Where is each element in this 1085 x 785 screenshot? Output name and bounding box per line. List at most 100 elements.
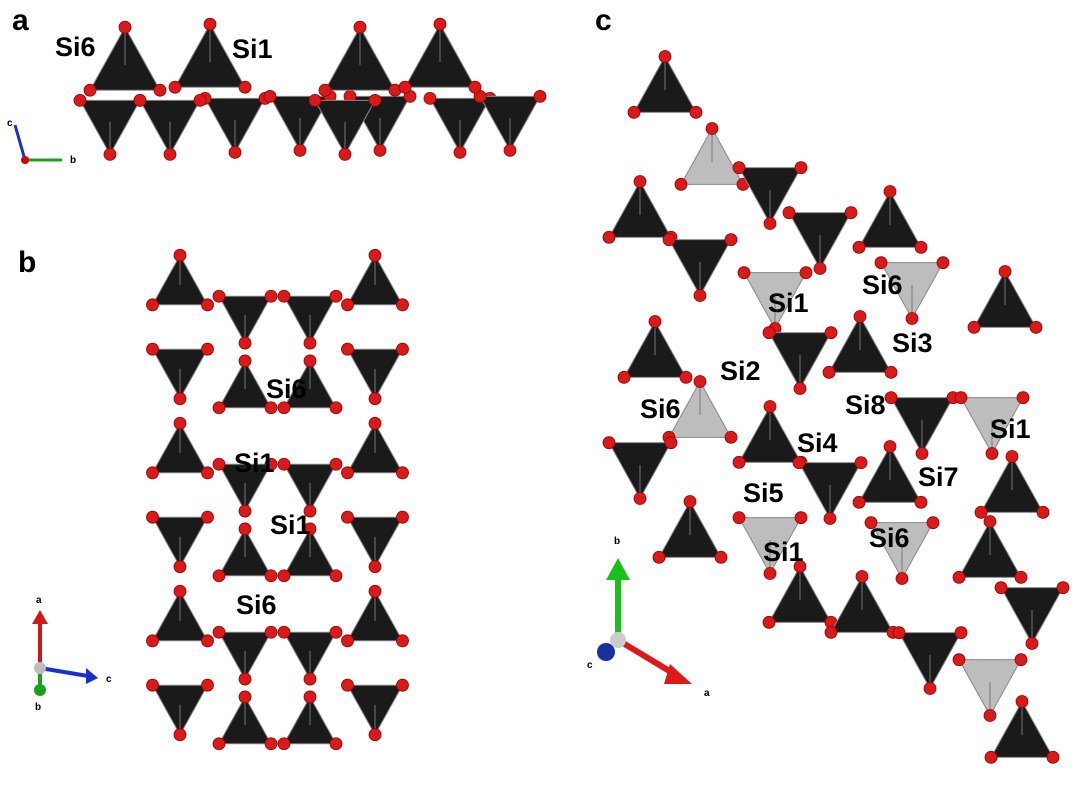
oxygen-atom [680,371,692,383]
site-label: Si6 [862,270,903,300]
axis-label: a [704,688,710,699]
oxygen-atom [174,729,186,741]
oxygen-atom [147,467,159,479]
oxygen-atom [278,738,290,750]
oxygen-atom [147,679,159,691]
oxygen-atom [725,234,737,246]
site-label: Si7 [918,462,959,492]
oxygen-atom [119,21,131,33]
oxygen-atom [1006,451,1018,463]
site-label: Si6 [869,523,910,553]
oxygen-atom [795,162,807,174]
oxygen-atom [706,123,718,135]
axis-label: b [35,702,41,713]
oxygen-atom [628,106,640,118]
oxygen-atom [825,327,837,339]
oxygen-atom [733,162,745,174]
oxygen-atom [763,616,775,628]
oxygen-atom [265,738,277,750]
oxygen-atom [937,257,949,269]
oxygen-atom [369,585,381,597]
oxygen-atom [147,511,159,523]
oxygen-atom [147,299,159,311]
oxygen-atom [1015,654,1027,666]
oxygen-atom [915,241,927,253]
oxygen-atom [239,505,251,517]
panel-label: c [595,4,612,37]
site-label: Si6 [640,394,681,424]
oxygen-atom [984,709,996,721]
oxygen-atom [845,207,857,219]
oxygen-atom [794,382,806,394]
oxygen-atom [634,492,646,504]
oxygen-atom [984,516,996,528]
oxygen-atom [906,312,918,324]
oxygen-atom [342,679,354,691]
axis-origin [34,684,46,696]
oxygen-atom [649,316,661,328]
oxygen-atom [202,679,214,691]
oxygen-atom [795,512,807,524]
oxygen-atom [927,517,939,529]
oxygen-atom [634,176,646,188]
site-label: Si5 [743,478,784,508]
oxygen-atom [342,343,354,355]
oxygen-atom [265,626,277,638]
oxygen-atom [1017,392,1029,404]
oxygen-atom [213,402,225,414]
oxygen-atom [354,21,366,33]
oxygen-atom [229,146,241,158]
oxygen-atom [824,512,836,524]
oxygen-atom [999,266,1011,278]
oxygen-atom [213,290,225,302]
site-label: Si1 [763,537,804,567]
oxygen-atom [213,738,225,750]
oxygen-atom [764,401,776,413]
oxygen-atom [694,376,706,388]
oxygen-atom [369,417,381,429]
oxygen-atom [875,257,887,269]
oxygen-atom [694,289,706,301]
oxygen-atom [74,94,86,106]
oxygen-atom [424,92,436,104]
oxygen-atom [738,267,750,279]
oxygen-atom [603,437,615,449]
oxygen-atom [264,90,276,102]
oxygen-atom [369,561,381,573]
axis-head [32,610,48,624]
oxygen-atom [202,343,214,355]
oxygen-atom [1015,571,1027,583]
site-label: Si1 [990,414,1031,444]
oxygen-atom [469,81,481,93]
oxygen-atom [733,512,745,524]
oxygen-atom [397,511,409,523]
oxygen-atom [104,148,116,160]
oxygen-atom [975,506,987,518]
oxygen-atom [304,337,316,349]
structures [74,18,1069,763]
oxygen-atom [856,571,868,583]
oxygen-atom [154,84,166,96]
panel-label: a [12,4,29,37]
oxygen-atom [239,355,251,367]
oxygen-atom [174,249,186,261]
oxygen-atom [985,751,997,763]
oxygen-atom [823,366,835,378]
oxygen-atom [916,447,928,459]
oxygen-atom [84,84,96,96]
oxygen-atom [202,511,214,523]
oxygen-atom [164,148,176,160]
oxygen-atom [434,18,446,30]
axis-head [86,668,98,684]
oxygen-atom [968,321,980,333]
oxygen-atom [764,567,776,579]
oxygen-atom [924,682,936,694]
oxygen-atom [309,94,321,106]
oxygen-atom [265,570,277,582]
oxygen-atom [294,144,306,156]
site-label: Si1 [234,448,275,478]
oxygen-atom [793,457,805,469]
oxygen-atom [369,393,381,405]
oxygen-atom [618,371,630,383]
oxygen-atom [174,561,186,573]
